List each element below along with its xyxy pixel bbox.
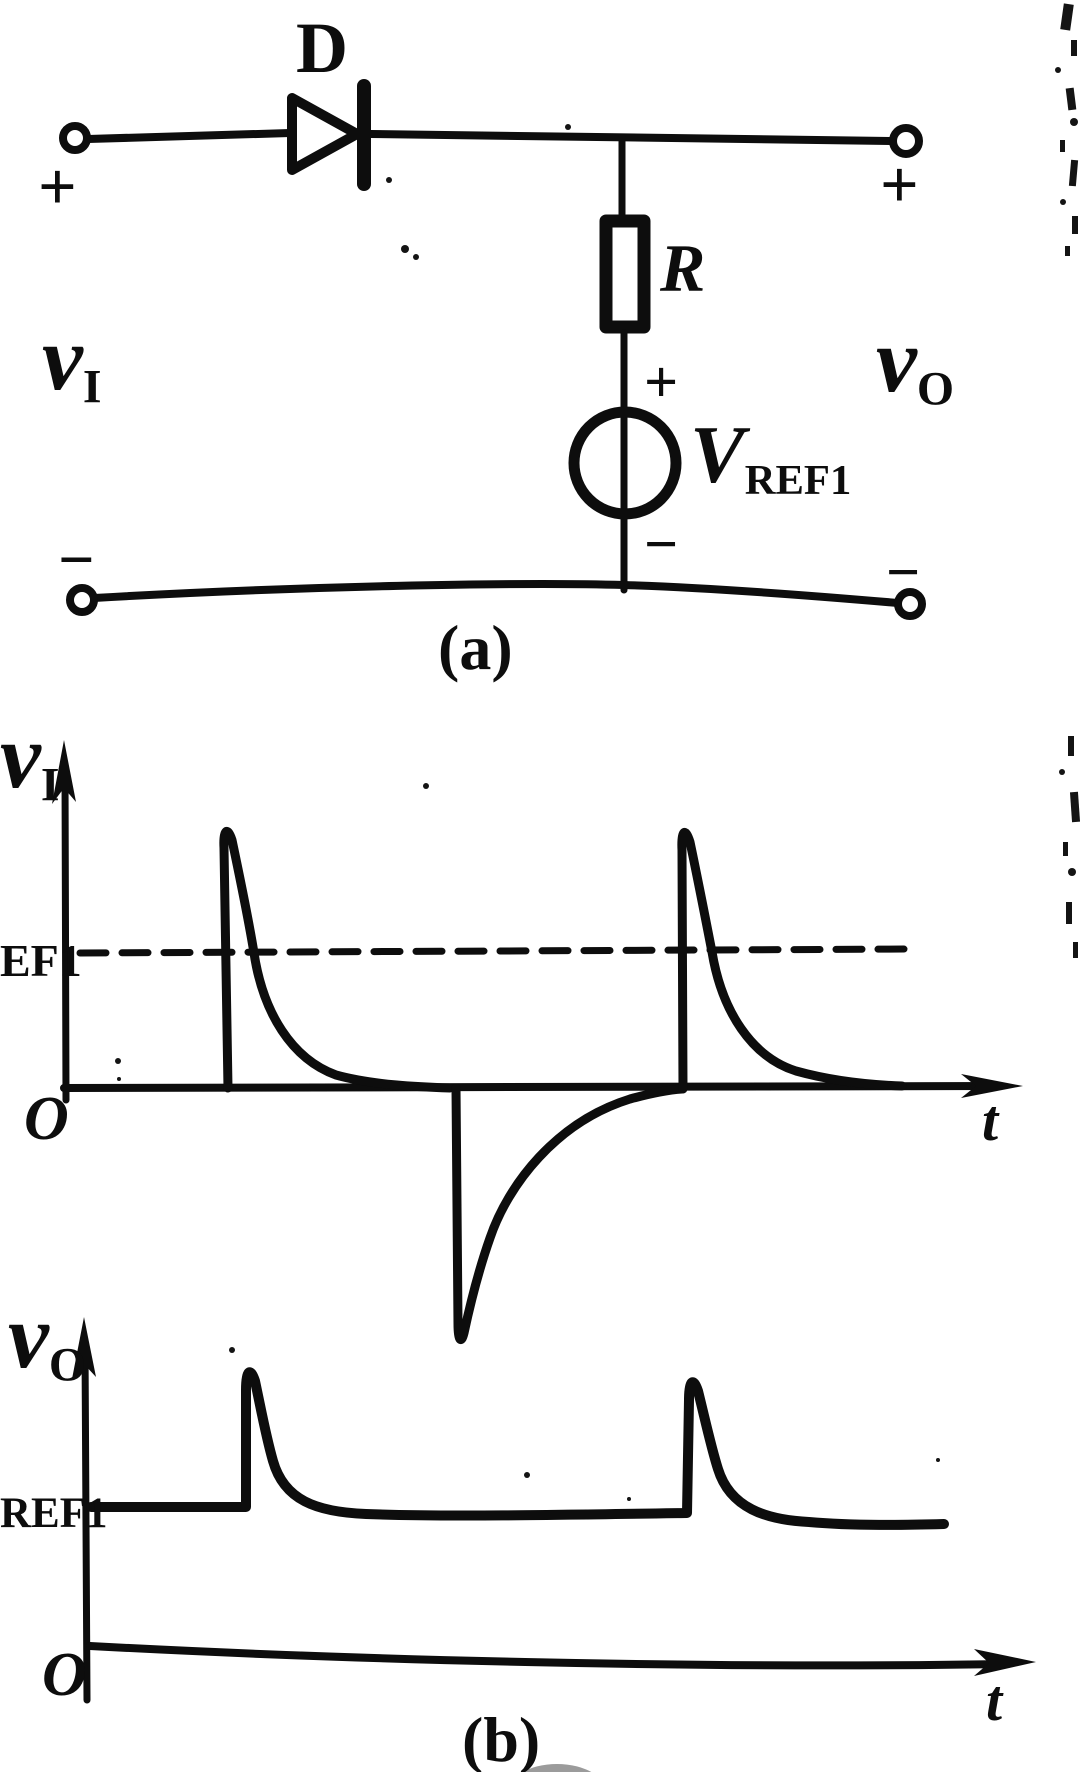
vo-ref-label: REF1 [0, 1490, 108, 1537]
output-bottom-terminal [894, 588, 926, 620]
input-bottom-terminal [66, 584, 98, 616]
voltage-source-icon [568, 406, 682, 520]
input-port-label: vI [42, 307, 102, 414]
vo-axis-label: vO [8, 1285, 87, 1392]
vi-ref-label: EF1 [0, 935, 82, 986]
source-minus-sign: − [644, 511, 679, 577]
scan-artifacts [115, 3, 1080, 1772]
diode-label: D [296, 8, 348, 88]
vo-x-axis [86, 1642, 1012, 1670]
diode-icon [287, 79, 371, 191]
vi-negative-spike [451, 1083, 687, 1345]
panel-b-caption: (b) [462, 1704, 541, 1772]
vo-origin-label: O [42, 1641, 87, 1709]
output-minus-sign: − [886, 539, 921, 605]
vo-y-axis-arrow [72, 1317, 96, 1379]
top-wire-left [84, 129, 294, 143]
vi-x-axis [60, 1082, 1004, 1092]
input-minus-sign: − [58, 524, 95, 595]
resistor-label: R [660, 230, 706, 306]
vo-x-axis-arrow [974, 1649, 1036, 1676]
vi-pulse-2 [677, 827, 907, 1094]
vi-y-axis-arrow [52, 740, 76, 804]
vi-origin-label: O [24, 1085, 69, 1153]
vi-x-axis-arrow [961, 1074, 1023, 1098]
vi-y-axis [61, 766, 70, 1104]
input-top-terminal [59, 122, 91, 154]
output-top-terminal [889, 124, 923, 158]
vi-pulse-1 [219, 826, 455, 1093]
vi-ref-dashed-line [76, 945, 920, 957]
vo-plot [72, 1317, 1036, 1704]
vi-time-label: t [982, 1088, 999, 1153]
source-label: VREF1 [690, 409, 852, 504]
circuit-diagram [59, 79, 926, 620]
bottom-smudge [522, 1764, 592, 1772]
vo-time-label: t [986, 1668, 1003, 1733]
vi-plot [52, 740, 1023, 1345]
source-plus-sign: + [644, 349, 679, 415]
vi-axis-label: vI [0, 705, 60, 812]
vo-waveform [86, 1367, 949, 1530]
bottom-wire [90, 580, 902, 607]
top-wire-right [367, 130, 897, 145]
panel-a-caption: (a) [438, 612, 513, 683]
resistor-icon [599, 214, 651, 334]
output-plus-sign: + [880, 146, 919, 222]
vo-y-axis [81, 1343, 91, 1704]
input-plus-sign: + [38, 148, 77, 224]
output-port-label: vO [876, 309, 955, 416]
